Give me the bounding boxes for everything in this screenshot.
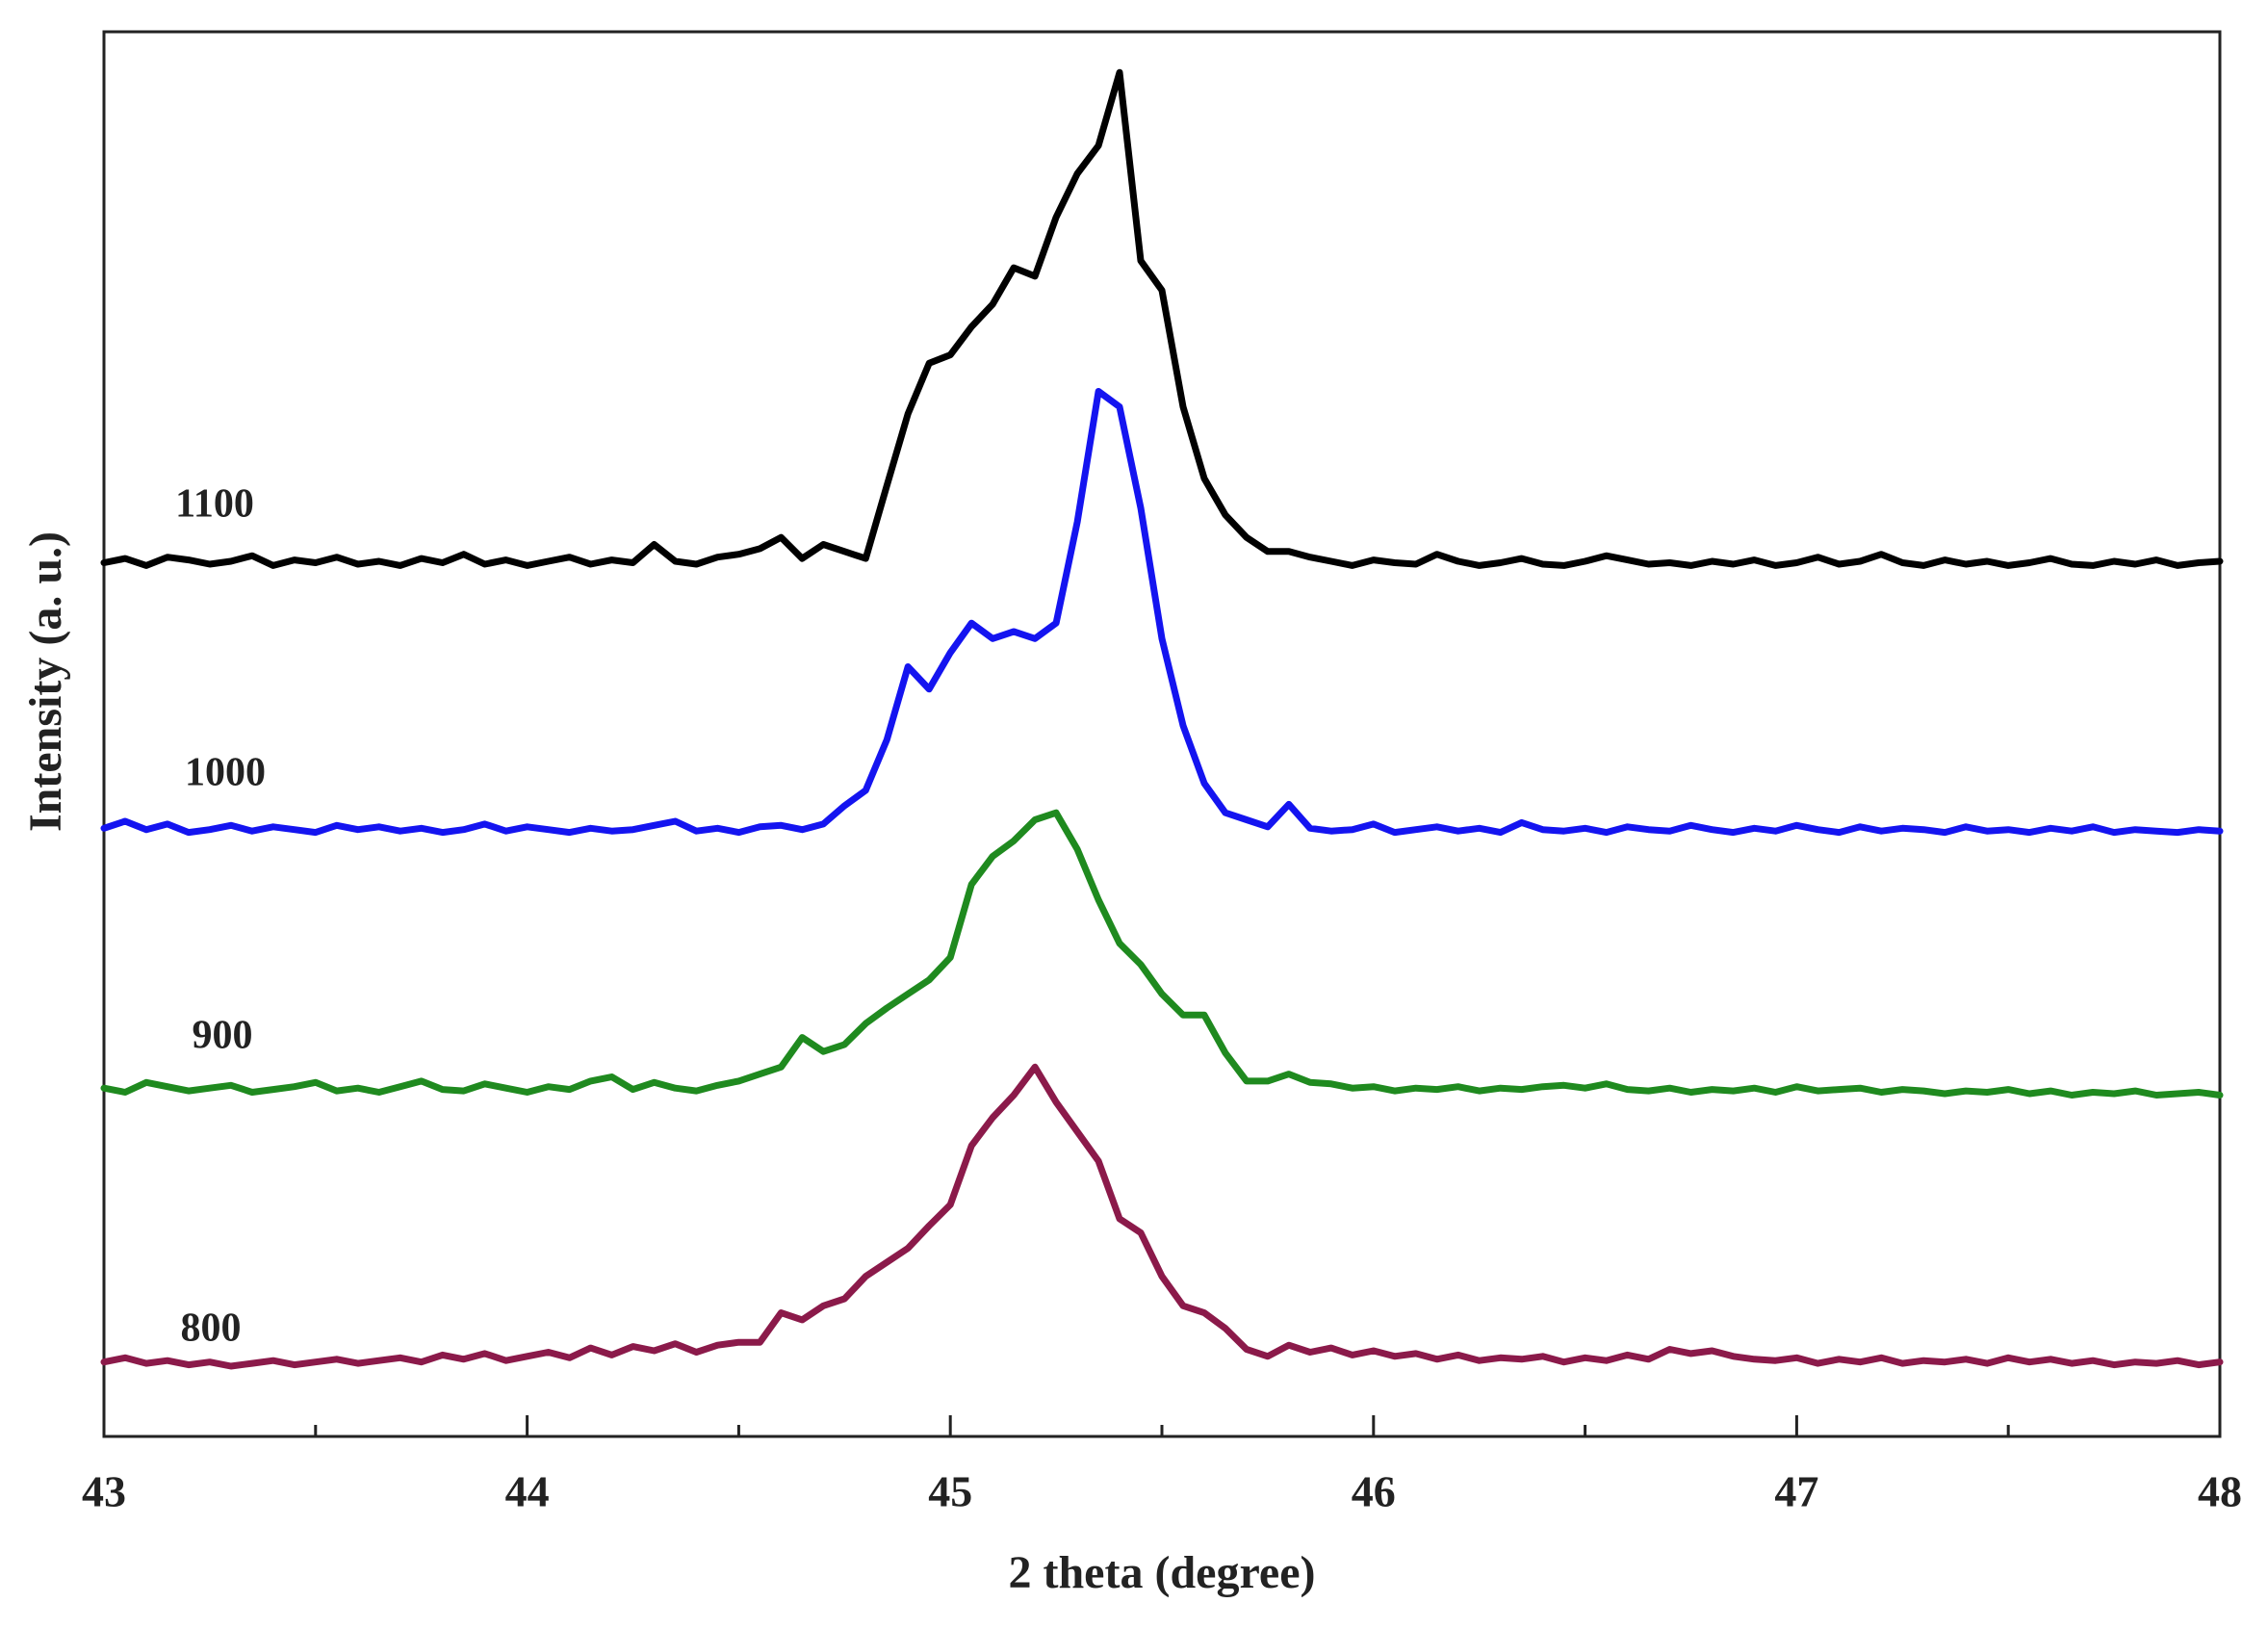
x-tick-label: 44 (505, 1467, 550, 1516)
series-label: 900 (193, 1014, 253, 1058)
line-series (100, 388, 2224, 837)
x-tick-label: 48 (2198, 1467, 2242, 1516)
series-label: 800 (181, 1306, 242, 1351)
x-tick-label: 46 (1352, 1467, 1396, 1516)
x-axis-title: 2 theta (degree) (1009, 1547, 1316, 1598)
line-series (100, 809, 2224, 1099)
series-label: 1100 (175, 482, 254, 527)
line-series (100, 1063, 2224, 1370)
y-axis-title: Intensity (a. u.) (20, 531, 71, 832)
line-series (100, 68, 2224, 569)
x-tick-label: 47 (1774, 1467, 1818, 1516)
x-tick-label: 43 (82, 1467, 126, 1516)
plot-frame (102, 30, 2222, 1438)
series-label: 1000 (185, 751, 266, 795)
x-tick-label: 45 (928, 1467, 972, 1516)
